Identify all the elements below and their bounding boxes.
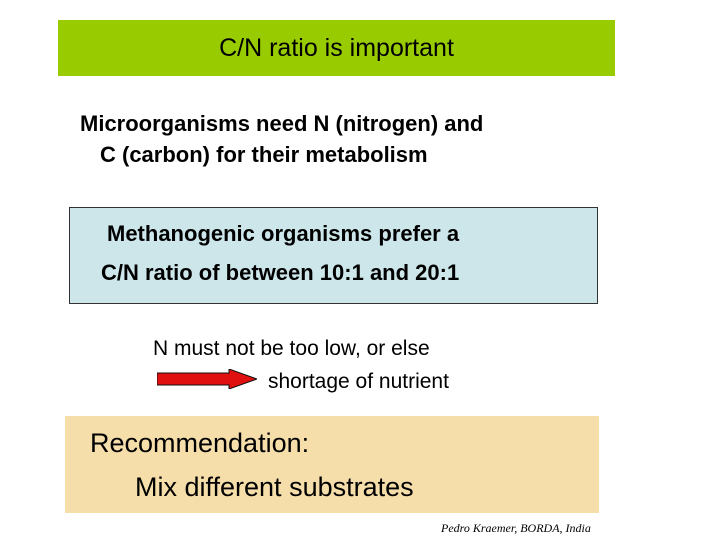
author-credit: Pedro Kraemer, BORDA, India — [441, 521, 591, 535]
intro-line-2: C (carbon) for their metabolism — [100, 142, 428, 167]
title-banner: C/N ratio is important — [58, 20, 615, 76]
methanogenic-line-2: C/N ratio of between 10:1 and 20:1 — [101, 260, 460, 285]
warning-line-2: shortage of nutrient — [268, 370, 449, 393]
recommendation-text: Mix different substrates — [135, 472, 414, 502]
intro-text: Microorganisms need N (nitrogen) and C (… — [80, 108, 640, 170]
recommendation-heading: Recommendation: — [90, 428, 310, 458]
methanogenic-line-1: Methanogenic organisms prefer a — [107, 221, 460, 246]
recommendation-box: Recommendation: Mix different substrates — [65, 416, 599, 513]
right-arrow-icon — [157, 369, 257, 389]
intro-line-1: Microorganisms need N (nitrogen) and — [80, 111, 484, 136]
slide-title: C/N ratio is important — [219, 34, 454, 62]
warning-line-1: N must not be too low, or else — [153, 337, 430, 360]
methanogenic-box: Methanogenic organisms prefer a C/N rati… — [69, 207, 598, 304]
